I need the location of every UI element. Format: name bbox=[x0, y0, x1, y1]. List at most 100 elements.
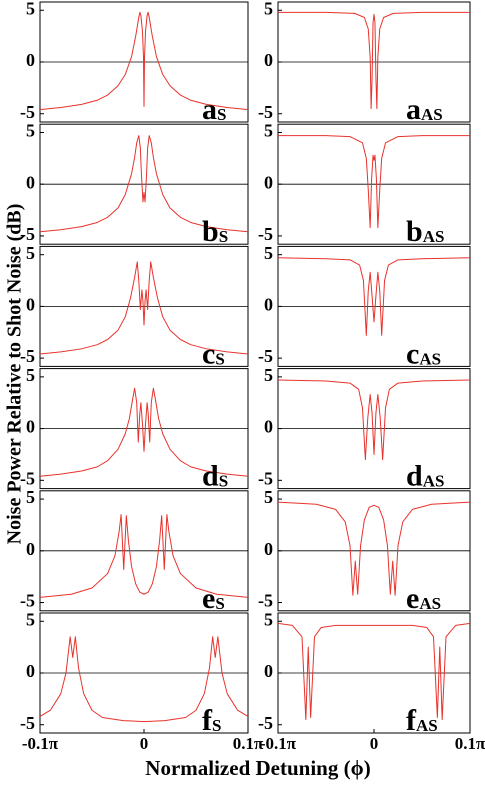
y-tick-label: -5 bbox=[258, 713, 273, 733]
data-line bbox=[39, 387, 249, 477]
y-tick-label: 5 bbox=[26, 0, 35, 18]
panel: -5 0 5 bS bbox=[20, 121, 249, 248]
y-tick-label: -5 bbox=[20, 591, 35, 611]
panel: -5 0 5 eS bbox=[20, 487, 249, 615]
panel-label-letter: a bbox=[202, 93, 217, 126]
y-tick-label: -5 bbox=[20, 468, 35, 488]
panel-label: aAS bbox=[406, 93, 443, 126]
data-line bbox=[277, 257, 471, 336]
data-line bbox=[39, 514, 249, 598]
data-line bbox=[278, 11, 470, 110]
panel-label: eAS bbox=[406, 582, 441, 615]
panel: -5 0 5 -0.1π 0 0.1π fAS bbox=[258, 609, 485, 753]
panel: -5 0 5 cAS bbox=[258, 243, 471, 370]
panel: -5 0 5 dAS bbox=[258, 365, 471, 492]
panel-label-subscript: S bbox=[215, 594, 224, 613]
panel-label: aS bbox=[202, 93, 226, 126]
panel-label-letter: c bbox=[406, 337, 419, 370]
panel-label: fAS bbox=[406, 704, 438, 737]
y-tick-label: 0 bbox=[264, 172, 273, 192]
panel: -5 0 5 eAS bbox=[258, 487, 471, 615]
y-tick-label: 0 bbox=[264, 295, 273, 315]
panel-label: eS bbox=[202, 582, 225, 615]
panel: -5 0 5 aS bbox=[20, 0, 249, 126]
y-tick-label: 5 bbox=[264, 243, 273, 263]
y-tick-label: 0 bbox=[26, 295, 35, 315]
y-tick-label: 5 bbox=[264, 121, 273, 141]
panel-label-subscript: AS bbox=[423, 227, 445, 246]
y-tick-label: 5 bbox=[264, 487, 273, 507]
panel-label-letter: f bbox=[202, 704, 213, 737]
y-tick-label: 5 bbox=[264, 609, 273, 629]
panel-label-subscript: S bbox=[212, 716, 221, 735]
y-tick-label: -5 bbox=[20, 102, 35, 122]
panel: -5 0 5 cS bbox=[20, 243, 249, 370]
data-line bbox=[278, 135, 470, 229]
y-tick-label: 0 bbox=[264, 539, 273, 559]
y-tick-label: 5 bbox=[26, 609, 35, 629]
data-line bbox=[39, 636, 249, 723]
y-tick-label: -5 bbox=[258, 468, 273, 488]
panel-label-letter: b bbox=[406, 215, 423, 248]
y-tick-label: 5 bbox=[26, 243, 35, 263]
panel: -5 0 5 dS bbox=[20, 365, 249, 492]
panel-label-letter: d bbox=[202, 459, 219, 492]
y-tick-label: 0 bbox=[264, 50, 273, 70]
y-tick-label: 0 bbox=[26, 50, 35, 70]
y-tick-label: 0 bbox=[264, 417, 273, 437]
panel-label-subscript: AS bbox=[419, 349, 441, 368]
panel: -5 0 5 -0.1π 0 0.1π fS bbox=[20, 609, 264, 753]
x-axis-label: Normalized Detuning (ϕ) bbox=[145, 756, 370, 780]
x-tick-label: 0.1π bbox=[455, 734, 485, 753]
x-tick-label: 0 bbox=[370, 734, 379, 753]
panel-label-letter: c bbox=[202, 337, 215, 370]
panel-label-subscript: S bbox=[219, 227, 228, 246]
panel-label-subscript: S bbox=[219, 472, 228, 491]
panel-label-letter: e bbox=[202, 582, 215, 615]
x-tick-label: 0.1π bbox=[233, 734, 264, 753]
panel-label-letter: a bbox=[406, 93, 421, 126]
y-tick-label: -5 bbox=[20, 346, 35, 366]
panel-label: cS bbox=[202, 337, 225, 370]
panel-label: dS bbox=[202, 459, 228, 492]
panel-label-subscript: AS bbox=[419, 594, 441, 613]
panel-label-subscript: AS bbox=[416, 716, 438, 735]
y-tick-label: 0 bbox=[26, 172, 35, 192]
y-tick-label: 5 bbox=[26, 487, 35, 507]
panel: -5 0 5 bAS bbox=[258, 121, 471, 248]
panel-label-letter: e bbox=[406, 582, 419, 615]
data-line bbox=[277, 622, 471, 721]
y-tick-label: -5 bbox=[258, 224, 273, 244]
panel: -5 0 5 aAS bbox=[258, 0, 471, 126]
y-axis-label: Noise Power Relative to Shot Noise (dB) bbox=[4, 204, 26, 545]
data-line bbox=[39, 11, 249, 111]
panel-label-subscript: AS bbox=[421, 105, 443, 124]
panel-label-subscript: AS bbox=[423, 472, 445, 491]
y-tick-label: -5 bbox=[20, 224, 35, 244]
data-line bbox=[277, 379, 471, 461]
panel-label: bAS bbox=[406, 215, 444, 248]
panel-label-letter: d bbox=[406, 459, 423, 492]
x-tick-label: -0.1π bbox=[22, 734, 59, 753]
panel-label-letter: b bbox=[202, 215, 219, 248]
y-tick-label: 0 bbox=[26, 417, 35, 437]
y-tick-label: 5 bbox=[264, 0, 273, 18]
panel-label: cAS bbox=[406, 337, 441, 370]
y-tick-label: 5 bbox=[26, 121, 35, 141]
y-tick-label: 0 bbox=[26, 661, 35, 681]
data-line bbox=[39, 261, 249, 355]
y-tick-label: 0 bbox=[26, 539, 35, 559]
panel-label-letter: f bbox=[406, 704, 417, 737]
x-tick-label: -0.1π bbox=[260, 734, 297, 753]
panel-label: dAS bbox=[406, 459, 444, 492]
panel-label: fS bbox=[202, 704, 221, 737]
panel-label-subscript: S bbox=[215, 349, 224, 368]
y-tick-label: -5 bbox=[258, 591, 273, 611]
y-tick-label: 5 bbox=[264, 365, 273, 385]
y-tick-label: 5 bbox=[26, 365, 35, 385]
y-tick-label: -5 bbox=[258, 346, 273, 366]
panel-label-subscript: S bbox=[217, 105, 226, 124]
x-tick-label: 0 bbox=[140, 734, 149, 753]
y-tick-label: -5 bbox=[20, 713, 35, 733]
